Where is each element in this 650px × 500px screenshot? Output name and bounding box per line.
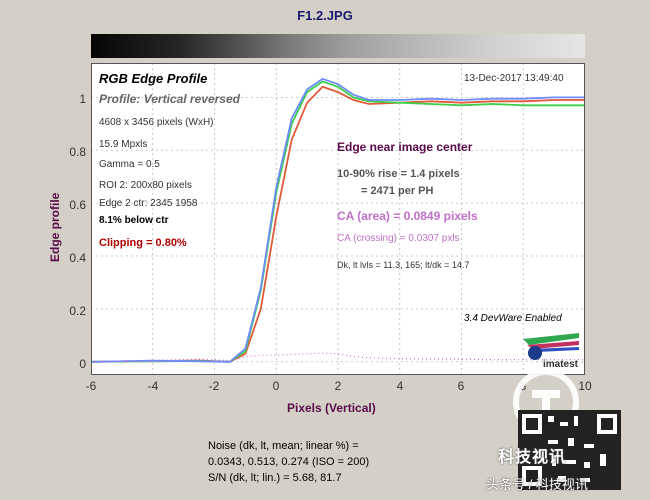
- ca-area-label: CA (area) = 0.0849 pixels: [337, 209, 478, 223]
- clipping-label: Clipping = 0.80%: [99, 237, 187, 249]
- y-tick-label: 0: [79, 357, 86, 371]
- noise-line: Noise (dk, lt, mean; linear %) =: [208, 440, 359, 452]
- timestamp: 13-Dec-2017 13:49:40: [464, 73, 564, 84]
- info-line: Edge 2 ctr: 2345 1958: [99, 198, 198, 209]
- edge-profile-chart: [91, 63, 585, 375]
- x-tick-label: -4: [147, 379, 159, 393]
- edge-profile-plot: RGB Edge Profile Profile: Vertical rever…: [91, 63, 585, 375]
- y-tick-label: 0.6: [69, 198, 86, 212]
- profile-label: Profile: Vertical reversed: [99, 92, 240, 106]
- rise-per-ph-label: = 2471 per PH: [361, 185, 434, 197]
- devware-label: 3.4 DevWare Enabled: [464, 313, 562, 324]
- dark-light-levels-label: Dk, lt lvls = 11.3, 165; lt/dk = 14.7: [337, 260, 470, 270]
- x-tick-label: 2: [334, 379, 342, 393]
- x-tick-label: 10: [578, 379, 592, 393]
- info-line: ROI 2: 200x80 pixels: [99, 180, 192, 191]
- window-title: F1.2.JPG: [297, 8, 353, 23]
- imatest-logo: imatest: [523, 331, 579, 371]
- qr-code: [518, 410, 621, 490]
- series-line-blue: [91, 77, 585, 363]
- x-tick-label: -2: [208, 379, 220, 393]
- qr-code-pattern: [522, 414, 617, 486]
- noise-line: 0.0343, 0.513, 0.274 (ISO = 200): [208, 456, 370, 468]
- x-tick-label: 6: [457, 379, 465, 393]
- noise-summary: Noise (dk, lt, mean; linear %) = 0.0343,…: [208, 438, 369, 486]
- rise-label: 10-90% rise = 1.4 pixels: [337, 168, 460, 180]
- x-tick-label: -6: [85, 379, 97, 393]
- edge-gradient-bar: [91, 34, 585, 58]
- panel-heading: RGB Edge Profile: [99, 71, 208, 86]
- watermark-source: 头条号 / 科技视讯: [486, 477, 588, 492]
- y-tick-label: 0.2: [69, 304, 86, 318]
- noise-line: S/N (dk, lt; lin.) = 5.68, 81.7: [208, 472, 342, 484]
- below-center-label: 8.1% below ctr: [99, 215, 169, 226]
- x-axis-label: Pixels (Vertical): [287, 401, 376, 415]
- info-line: 4608 x 3456 pixels (WxH): [99, 117, 214, 128]
- imatest-logo-graphic: imatest: [523, 333, 579, 370]
- ca-crossing-label: CA (crossing) = 0.0307 pxls: [337, 233, 460, 244]
- y-tick-label: 0.8: [69, 145, 86, 159]
- info-line: Gamma = 0.5: [99, 159, 160, 170]
- imatest-logo-text: imatest: [543, 359, 579, 370]
- y-tick-label: 1: [79, 92, 86, 106]
- x-tick-label: 4: [396, 379, 404, 393]
- y-tick-label: 0.4: [69, 251, 86, 265]
- watermark-text: 科技视讯: [498, 449, 567, 466]
- info-line: 15.9 Mpxls: [99, 139, 148, 150]
- plot-frame: [91, 63, 585, 375]
- edge-location-title: Edge near image center: [337, 140, 473, 154]
- y-axis-label: Edge profile: [48, 192, 62, 262]
- x-tick-label: 0: [272, 379, 280, 393]
